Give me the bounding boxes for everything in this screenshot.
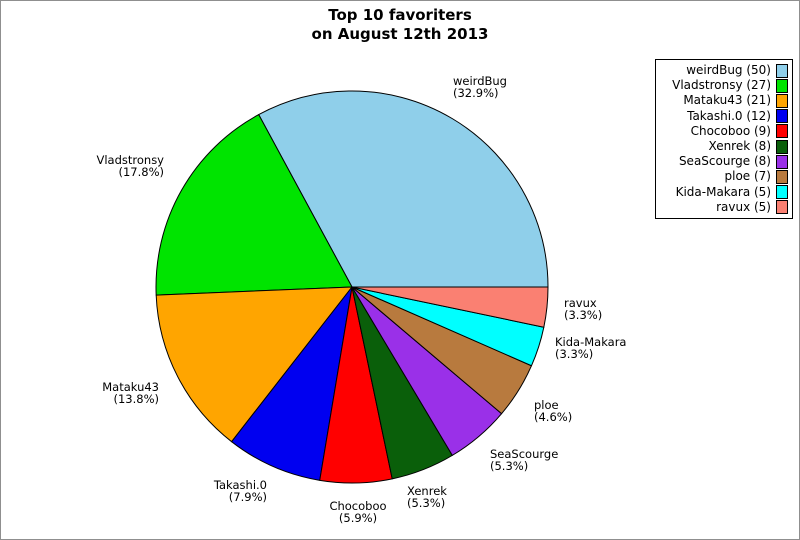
legend-swatch [776,185,788,200]
legend-label: Vladstronsy (27) [672,78,771,93]
pie-slice-Mataku43 [155,286,353,443]
slice-label-SeaScourge: SeaScourge (5.3%) [490,446,559,473]
slice-label-Vladstronsy: Vladstronsy (17.8%) [96,152,164,179]
slice-label-name: Xenrek [407,483,447,498]
legend-item-Kida-Makara: Kida-Makara (5) [660,185,788,200]
legend-label: ravux (5) [716,199,771,214]
legend-swatch [776,139,788,154]
slice-label-percent: (7.9%) [228,490,267,504]
slice-label-percent: (13.8%) [113,392,159,406]
legend-swatch [776,200,788,215]
legend-label: Takashi.0 (12) [687,108,771,123]
slice-label-name: Chocoboo [329,498,387,513]
slice-label-Takashi.0: Takashi.0 (7.9%) [213,477,267,504]
slice-label-name: SeaScourge [490,446,559,461]
legend-label: ploe (7) [724,169,772,184]
legend-label: weirdBug (50) [686,63,771,78]
legend-swatch [776,124,788,139]
legend-label: Kida-Makara (5) [675,184,771,199]
slice-label-name: ravux [564,295,597,310]
slice-label-percent: (4.6%) [534,410,573,424]
legend-item-ploe: ploe (7) [660,169,788,184]
legend-item-weirdBug: weirdBug (50) [660,63,788,78]
pie-slice-ravux [351,286,549,328]
slice-label-weirdBug: weirdBug (32.9%) [453,73,507,100]
legend-swatch [776,109,788,124]
legend-swatch [776,93,788,108]
slice-label-percent: (5.3%) [407,496,446,510]
legend-label: Xenrek (8) [708,139,771,154]
pie-slice-Vladstronsy [155,114,353,296]
slice-label-name: ploe [534,397,559,412]
slice-label-ploe: ploe (4.6%) [534,397,573,424]
slice-label-Xenrek: Xenrek (5.3%) [407,483,447,510]
legend-item-ravux: ravux (5) [660,200,788,215]
pie-slice-Takashi.0 [231,286,353,481]
slice-label-percent: (3.3%) [555,347,594,361]
legend-label: Chocoboo (9) [690,123,771,138]
slice-label-name: Takashi.0 [213,477,267,492]
legend-swatch [776,169,788,184]
slice-label-ravux: ravux (3.3%) [564,295,603,322]
slice-label-name: Mataku43 [102,379,159,394]
slice-label-name: weirdBug [453,73,507,88]
slice-label-percent: (3.3%) [564,308,603,322]
slice-label-percent: (32.9%) [453,86,499,100]
legend-swatch [776,78,788,93]
legend-swatch [776,63,788,78]
slice-label-percent: (5.9%) [338,511,378,525]
chart-title: Top 10 favoriters on August 12th 2013 [1,6,799,44]
legend-label: Mataku43 (21) [683,93,771,108]
legend-item-Chocoboo: Chocoboo (9) [660,124,788,139]
slice-label-percent: (17.8%) [118,165,164,179]
legend-item-Xenrek: Xenrek (8) [660,139,788,154]
slice-label-Mataku43: Mataku43 (13.8%) [102,379,159,406]
legend-item-Mataku43: Mataku43 (21) [660,93,788,108]
slice-label-name: Kida-Makara [555,334,627,349]
slice-label-Chocoboo: Chocoboo (5.9%) [329,498,387,525]
chart-title-line2: on August 12th 2013 [311,25,489,43]
slice-label-name: Vladstronsy [96,152,164,167]
slice-label-Kida-Makara: Kida-Makara (3.3%) [555,334,627,361]
legend-item-Vladstronsy: Vladstronsy (27) [660,78,788,93]
legend-item-SeaScourge: SeaScourge (8) [660,154,788,169]
pie-slice-weirdBug [258,90,549,288]
chart-title-line1: Top 10 favoriters [328,6,472,24]
legend-item-Takashi.0: Takashi.0 (12) [660,109,788,124]
legend-swatch [776,154,788,169]
slice-label-percent: (5.3%) [490,459,529,473]
legend-label: SeaScourge (8) [678,154,771,169]
legend: weirdBug (50) Vladstronsy (27) Mataku43 (2… [655,59,793,219]
